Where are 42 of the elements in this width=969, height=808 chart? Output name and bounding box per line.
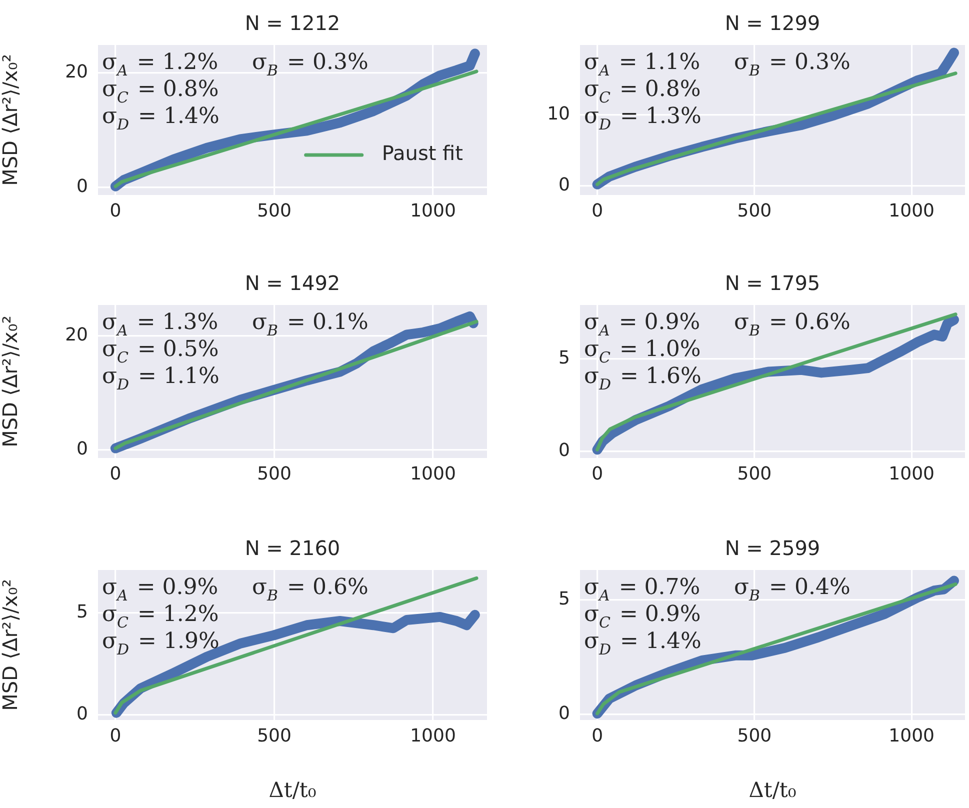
x-tick-label: 500: [737, 725, 772, 746]
x-tick-label: 0: [110, 725, 122, 746]
y-tick-label: 0: [558, 174, 570, 196]
chart-title: N = 1492: [244, 271, 340, 296]
y-tick-label: 5: [558, 347, 570, 368]
x-tick-label: 0: [110, 463, 122, 484]
chart-title: N = 2599: [724, 536, 820, 560]
x-tick-label: 0: [592, 463, 604, 484]
y-axis-title: MSD ⟨Δr²⟩/x₀²: [0, 54, 22, 186]
x-tick-label: 0: [110, 200, 122, 222]
y-tick-label: 10: [547, 104, 570, 125]
y-tick-label: 0: [76, 438, 88, 460]
chart-title: N = 2160: [244, 536, 340, 560]
x-tick-label: 1000: [888, 725, 934, 746]
y-tick-label: 0: [558, 440, 570, 462]
y-tick-label: 0: [558, 702, 570, 724]
x-tick-label: 1000: [410, 200, 456, 222]
x-axis-title: Δt/t₀: [748, 778, 796, 802]
y-tick-label: 5: [76, 602, 88, 623]
x-tick-label: 500: [257, 463, 292, 484]
x-tick-label: 1000: [410, 463, 456, 484]
chart-title: N = 1795: [724, 271, 820, 296]
x-tick-label: 500: [257, 725, 292, 746]
y-tick-label: 20: [65, 61, 88, 82]
x-tick-label: 0: [592, 725, 604, 746]
legend-label: Paust fit: [382, 141, 464, 166]
x-axis-title: Δt/t₀: [268, 778, 316, 802]
y-tick-label: 5: [558, 588, 570, 610]
y-axis-title: MSD ⟨Δr²⟩/x₀²: [0, 579, 22, 711]
x-tick-label: 1000: [888, 200, 934, 222]
x-tick-label: 0: [592, 200, 604, 222]
chart-title: N = 1299: [724, 11, 820, 36]
y-axis-title: MSD ⟨Δr²⟩/x₀²: [0, 316, 22, 448]
x-tick-label: 1000: [410, 725, 456, 746]
x-tick-label: 500: [737, 200, 772, 222]
x-tick-label: 500: [257, 200, 292, 222]
y-tick-label: 0: [76, 704, 88, 725]
y-tick-label: 0: [76, 176, 88, 198]
x-tick-label: 1000: [888, 463, 934, 484]
x-tick-label: 500: [737, 463, 772, 484]
y-tick-label: 20: [65, 324, 88, 346]
chart-title: N = 1212: [244, 11, 340, 36]
